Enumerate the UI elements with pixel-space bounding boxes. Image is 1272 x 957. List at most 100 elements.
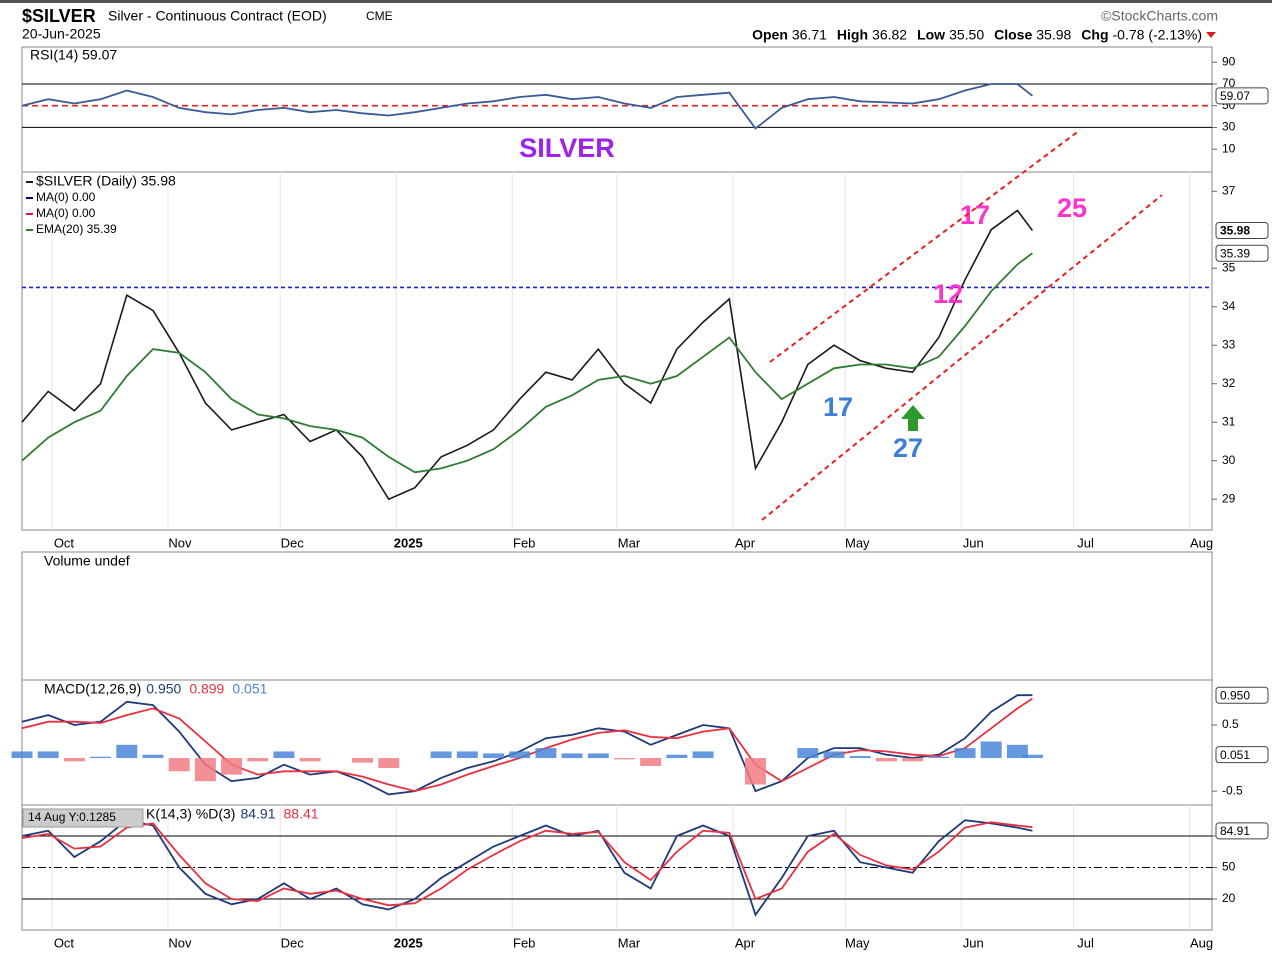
quote-value: 36.71 (792, 27, 827, 43)
annotation: SILVER (519, 133, 615, 163)
x-tick-label: Apr (735, 935, 756, 950)
histogram-bar (692, 751, 714, 759)
credit: ©StockCharts.com (1101, 8, 1218, 24)
x-tick-label: Nov (168, 935, 192, 950)
x-tick-label: Jul (1077, 535, 1094, 550)
histogram-bar (744, 758, 766, 785)
histogram-bar (823, 751, 845, 759)
value-tag-label: 0.051 (1220, 748, 1250, 762)
panel-title: Volume undef (44, 553, 130, 569)
histogram-bar (352, 758, 374, 763)
histogram-bar (587, 753, 609, 759)
series-line (21, 83, 1033, 130)
quote-value: 36.82 (872, 27, 907, 43)
value-tag-label: 0.950 (1220, 688, 1250, 702)
y-tick-label: 50 (1222, 860, 1236, 874)
histogram-bar (509, 751, 531, 759)
histogram-bar (430, 751, 452, 759)
histogram-bar (378, 758, 400, 768)
y-tick-label: 0.5 (1222, 717, 1239, 731)
y-tick-label: 37 (1222, 183, 1236, 197)
series-line (21, 819, 1033, 917)
annotation: 25 (1057, 193, 1087, 223)
histogram-bar (797, 748, 819, 759)
y-tick-label: 34 (1222, 299, 1236, 313)
x-tick-label: Mar (618, 935, 641, 950)
legend-entry: $SILVER (Daily) 35.98 (36, 173, 176, 189)
legend-value: 0.899 (189, 681, 224, 697)
y-tick-label: 90 (1222, 54, 1236, 68)
panel-title: MACD(12,26,9) (44, 681, 141, 697)
series-line (21, 252, 1033, 474)
x-tick-label: Oct (54, 535, 75, 550)
y-tick-label: 32 (1222, 376, 1236, 390)
histogram-bar (902, 758, 924, 762)
legend-entry: MA(0) 0.00 (36, 206, 96, 220)
tooltip-box (22, 808, 144, 828)
trend-line (761, 194, 1163, 521)
legend-entry: RSI(14) 59.07 (30, 47, 117, 63)
histogram-bar (875, 758, 897, 762)
histogram-bar (90, 756, 112, 759)
histogram-bar (666, 754, 688, 759)
x-tick-label: 2025 (394, 535, 423, 550)
y-tick-label: 20 (1222, 891, 1236, 905)
x-tick-label: Dec (281, 935, 305, 950)
quote-label: Close (994, 27, 1032, 43)
quote-value: -0.78 (-2.13%) (1113, 27, 1202, 43)
y-tick-label: 30 (1222, 453, 1236, 467)
histogram-bar (142, 754, 164, 759)
quote-label: Chg (1081, 27, 1108, 43)
value-tag-label: 35.98 (1220, 224, 1250, 238)
series-line (21, 821, 1033, 907)
y-tick-label: 35 (1222, 260, 1236, 274)
histogram-bar (194, 758, 216, 782)
quote-value: 35.50 (949, 27, 984, 43)
y-tick-label: 29 (1222, 491, 1236, 505)
y-tick-label: 10 (1222, 141, 1236, 155)
histogram-bar (168, 758, 190, 772)
x-tick-label: Apr (735, 535, 756, 550)
x-tick-label: Nov (168, 535, 192, 550)
legend-value: 0.051 (232, 681, 267, 697)
histogram-bar (928, 756, 950, 759)
histogram-bar (849, 756, 871, 759)
histogram-bar (221, 758, 243, 775)
histogram-bar (1021, 754, 1043, 759)
annotation: 12 (933, 279, 963, 309)
value-tag (1215, 244, 1269, 262)
histogram-bar (116, 744, 138, 759)
x-tick-label: May (845, 935, 870, 950)
histogram-bar (954, 748, 976, 759)
x-tick-label: Feb (513, 935, 535, 950)
legend-value: 88.41 (284, 806, 319, 822)
histogram-bar (535, 748, 557, 759)
symbol: $SILVER (22, 6, 96, 26)
histogram-bar (483, 753, 504, 759)
panel-title: K(14,3) %D(3) (146, 806, 235, 822)
value-tag (1215, 822, 1269, 840)
y-tick-label: 70 (1222, 76, 1236, 90)
x-tick-label: May (845, 535, 870, 550)
x-tick-label: Mar (618, 535, 641, 550)
histogram-bar (37, 751, 59, 759)
description: Silver - Continuous Contract (EOD) (108, 8, 327, 24)
value-tag-label: 84.91 (1220, 824, 1250, 838)
value-tag-label: 59.07 (1220, 89, 1250, 103)
x-tick-label: Feb (513, 535, 535, 550)
quote-label: Open (752, 27, 788, 43)
down-triangle (1206, 32, 1216, 38)
x-tick-label: Aug (1190, 935, 1213, 950)
quote-label: High (837, 27, 868, 43)
x-tick-label: Jun (963, 535, 984, 550)
date: 20-Jun-2025 (22, 26, 101, 42)
annotations: SILVER 17 12 25 17 27 (519, 129, 1163, 521)
histogram-bar (299, 758, 321, 762)
annotation: 17 (960, 200, 990, 230)
quote-value: 35.98 (1036, 27, 1071, 43)
histogram-bar (456, 751, 478, 759)
